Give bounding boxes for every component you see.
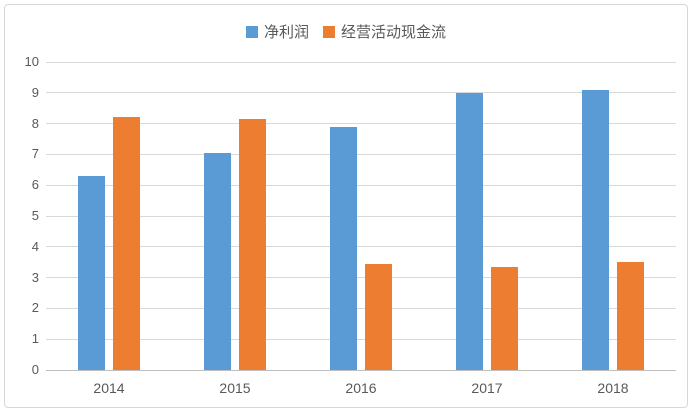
legend-label-net-profit: 净利润 — [263, 24, 309, 41]
legend-item-net-profit: 净利润 — [245, 21, 309, 42]
gridline — [46, 277, 676, 279]
bar-operating-cash-flow-2014 — [113, 117, 140, 370]
y-tick-label: 7 — [31, 146, 39, 162]
gridline — [46, 92, 676, 94]
y-tick-label: 5 — [31, 208, 39, 223]
x-tick-label: 2018 — [597, 380, 629, 396]
gridline — [46, 184, 676, 186]
gridline — [46, 307, 676, 309]
bar-net-profit-2017 — [456, 92, 483, 370]
legend-item-operating-cash-flow: 经营活动现金流 — [323, 21, 446, 42]
legend-label-operating-cash-flow: 经营活动现金流 — [341, 24, 447, 41]
operating-cash-flow-swatch-icon — [323, 25, 335, 38]
chart-legend: 净利润 经营活动现金流 — [5, 21, 687, 42]
gridline — [46, 153, 676, 155]
bar-net-profit-2015 — [204, 152, 231, 370]
gridline — [46, 123, 676, 125]
x-tick-label: 2014 — [93, 380, 125, 396]
bar-net-profit-2016 — [330, 126, 357, 370]
y-tick-label: 2 — [31, 300, 39, 316]
y-tick-label: 0 — [31, 362, 39, 377]
x-tick-label: 2015 — [219, 380, 251, 396]
net-profit-swatch-icon — [245, 25, 258, 38]
y-tick-label: 4 — [31, 238, 39, 254]
gridline — [46, 338, 676, 340]
chart-frame: 净利润 经营活动现金流 0 1 2 3 4 5 6 7 8 9 10 2014 2015 2016 2017… — [4, 4, 688, 408]
x-tick-label: 2016 — [345, 380, 377, 396]
bar-net-profit-2014 — [78, 175, 105, 370]
gridline — [46, 246, 676, 248]
y-tick-label: 6 — [31, 177, 39, 193]
bar-net-profit-2018 — [582, 89, 609, 370]
x-axis-line — [46, 370, 676, 371]
y-tick-label: 9 — [31, 84, 39, 100]
y-tick-label: 1 — [31, 331, 39, 347]
y-tick-label: 8 — [31, 115, 39, 131]
x-tick-label: 2017 — [471, 380, 503, 396]
bar-operating-cash-flow-2017 — [491, 266, 518, 370]
gridline — [46, 215, 676, 217]
y-tick-label: 10 — [24, 54, 39, 69]
gridline — [46, 61, 676, 63]
bar-operating-cash-flow-2015 — [239, 118, 266, 370]
plot-area: 0 1 2 3 4 5 6 7 8 9 10 2014 2015 2016 2017 2018 — [25, 54, 676, 396]
y-tick-label: 3 — [31, 269, 39, 285]
bar-operating-cash-flow-2016 — [365, 263, 392, 370]
bar-operating-cash-flow-2018 — [617, 262, 644, 370]
